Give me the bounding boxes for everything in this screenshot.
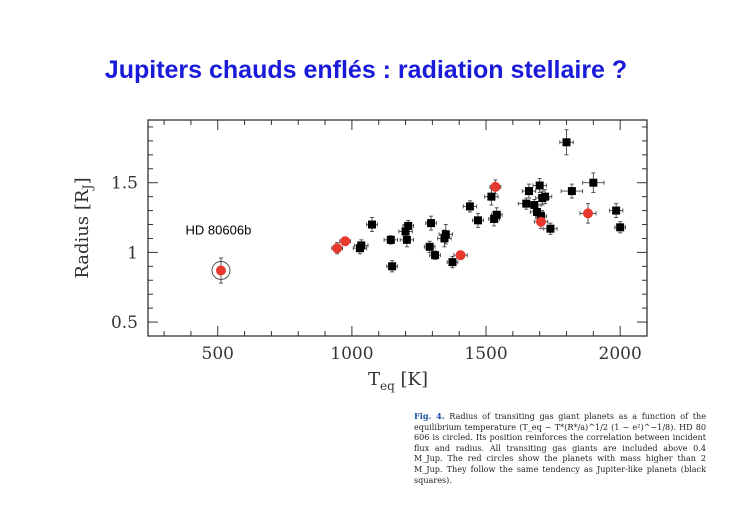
data-point-square (533, 207, 542, 216)
data-point-square (368, 220, 377, 229)
data-point-square (492, 210, 501, 219)
data-point-circle (582, 208, 593, 219)
data-point-square (401, 227, 410, 236)
x-tick-label: 500 (202, 344, 234, 364)
highlight-ring (211, 261, 231, 280)
data-point-square (524, 187, 533, 196)
data-point-square (388, 262, 397, 271)
data-point-square (465, 202, 474, 211)
plot-frame (147, 119, 648, 337)
data-point-square (473, 216, 482, 225)
y-tick-label: 1 (127, 243, 138, 263)
data-point-square (487, 192, 496, 201)
data-point-circle (332, 243, 343, 254)
data-point-square (562, 138, 571, 147)
data-point-square (357, 241, 366, 250)
data-point-square (427, 219, 436, 228)
data-point-square (530, 201, 539, 210)
data-point-square (402, 235, 411, 244)
x-axis-label: Teq [K] (368, 369, 428, 393)
data-point-square (386, 235, 395, 244)
data-point-square (404, 221, 413, 230)
data-point-square (612, 206, 621, 215)
data-point-circle (490, 181, 501, 192)
y-tick-label: 0.5 (111, 313, 138, 333)
data-point-square (616, 223, 625, 232)
data-point-square (440, 234, 449, 243)
data-point-square (567, 187, 576, 196)
annotation-hd80606b: HD 80606b (186, 222, 252, 237)
data-point-square (441, 230, 450, 239)
x-tick-label: 2000 (599, 344, 642, 364)
data-point-square (448, 258, 457, 267)
y-tick-label: 1.5 (111, 174, 138, 194)
data-point-square (490, 214, 499, 223)
figure-caption: Fig. 4. Radius of transiting gas giant p… (414, 411, 706, 485)
data-point-square (546, 224, 555, 233)
axis-ticks (148, 120, 648, 336)
data-point-square (431, 251, 440, 260)
caption-text: Radius of transiting gas giant planets a… (414, 411, 706, 485)
caption-fig-label: Fig. 4. (414, 411, 445, 421)
data-point-circle (455, 250, 466, 261)
data-point-square (522, 199, 531, 208)
x-tick-label: 1500 (464, 344, 507, 364)
data-point-circle (340, 236, 351, 247)
error-bars (216, 129, 626, 284)
x-tick-label: 1000 (330, 344, 373, 364)
data-point-circle (215, 265, 226, 276)
data-point-circle (536, 216, 547, 227)
data-point-square (535, 181, 544, 190)
y-axis-label: Radius [RJ] (72, 177, 96, 278)
data-point-square (541, 192, 550, 201)
slide-title: Jupiters chauds enflés : radiation stell… (104, 56, 628, 84)
tick-labels: 500 1000 1500 2000 0.5 1 1.5 (111, 174, 642, 364)
data-point-square (589, 178, 598, 187)
data-point-square (425, 242, 434, 251)
data-point-square (537, 212, 546, 221)
data-markers (211, 138, 625, 280)
